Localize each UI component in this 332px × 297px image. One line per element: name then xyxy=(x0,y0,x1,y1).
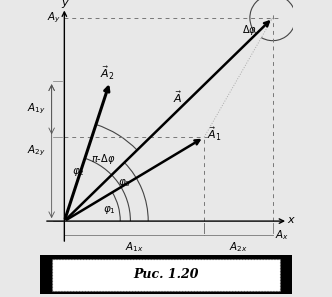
Text: $A_y$: $A_y$ xyxy=(46,11,60,25)
Text: $\pi$-$\Delta\varphi$: $\pi$-$\Delta\varphi$ xyxy=(91,152,115,166)
Text: $\vec{A}_1$: $\vec{A}_1$ xyxy=(207,126,221,143)
Text: $y$: $y$ xyxy=(61,0,70,10)
Text: $A_{1x}$: $A_{1x}$ xyxy=(125,241,143,255)
Text: $\varphi_1$: $\varphi_1$ xyxy=(103,203,116,216)
Text: $\Delta\varphi$: $\Delta\varphi$ xyxy=(242,23,257,37)
Text: $\varphi_0$: $\varphi_0$ xyxy=(118,177,131,189)
Text: $A_x$: $A_x$ xyxy=(275,228,289,242)
Text: $\varphi_2$: $\varphi_2$ xyxy=(72,165,85,178)
Text: $A_{2y}$: $A_{2y}$ xyxy=(27,144,45,158)
Text: Рис. 1.20: Рис. 1.20 xyxy=(133,268,199,281)
Text: $A_{1y}$: $A_{1y}$ xyxy=(27,102,45,116)
FancyBboxPatch shape xyxy=(52,258,280,291)
Text: $\vec{A}$: $\vec{A}$ xyxy=(173,90,183,105)
Text: $x$: $x$ xyxy=(287,215,296,225)
Text: $A_{2x}$: $A_{2x}$ xyxy=(229,241,248,255)
Text: $\vec{A}_2$: $\vec{A}_2$ xyxy=(100,65,115,83)
